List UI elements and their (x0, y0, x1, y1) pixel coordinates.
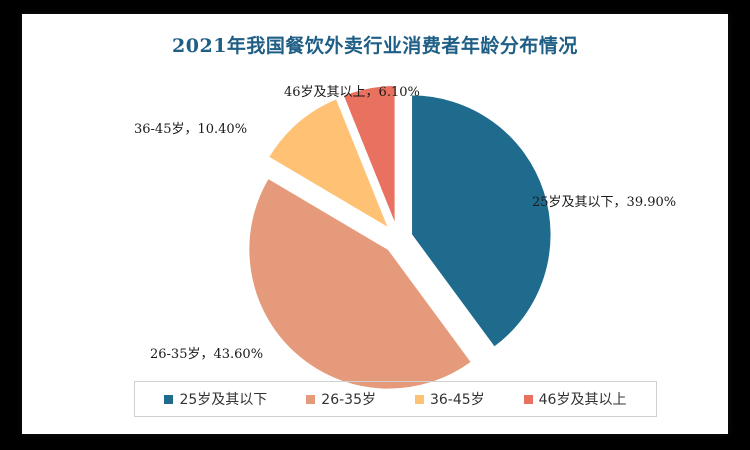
legend-item-26-35[interactable]: 26-35岁 (306, 389, 376, 409)
legend-swatch (164, 394, 174, 404)
legend-item-25-and-under[interactable]: 25岁及其以下 (164, 389, 267, 409)
legend-item-36-45[interactable]: 36-45岁 (414, 389, 485, 409)
chart-legend: 25岁及其以下 26-35岁 36-45岁 46岁及其以上 (134, 381, 657, 417)
pie-data-label-3: 46岁及其以上，6.10% (284, 85, 420, 100)
chart-frame: 2021年我国餐饮外卖行业消费者年龄分布情况 25岁及其以下，39.90% 26-… (22, 14, 728, 434)
legend-label: 25岁及其以下 (179, 392, 268, 408)
pie-slice-2[interactable] (267, 97, 391, 231)
pie-data-label-1: 26-35岁，43.60% (150, 347, 263, 362)
pie-data-labels: 25岁及其以下，39.90% 26-35岁，43.60% 36-45岁，10.40%… (134, 85, 676, 362)
chart-title: 2021年我国餐饮外卖行业消费者年龄分布情况 (172, 35, 578, 57)
legend-label: 36-45岁 (429, 392, 485, 408)
pie-slices (247, 84, 552, 391)
pie-slice-1[interactable] (247, 177, 473, 391)
legend-item-46-and-over[interactable]: 46岁及其以上 (523, 389, 627, 409)
legend-swatch (306, 394, 316, 404)
pie-chart: 25岁及其以下，39.90% 26-35岁，43.60% 36-45岁，10.40%… (134, 84, 676, 391)
legend-label: 46岁及其以上 (538, 392, 627, 408)
legend-swatch (523, 394, 533, 404)
pie-slice-3[interactable] (342, 84, 397, 226)
legend-label: 26-35岁 (321, 392, 376, 408)
pie-slice-0[interactable] (410, 93, 552, 349)
legend-swatch (414, 394, 424, 404)
pie-data-label-0: 25岁及其以下，39.90% (532, 195, 676, 210)
pie-data-label-2: 36-45岁，10.40% (134, 122, 247, 137)
